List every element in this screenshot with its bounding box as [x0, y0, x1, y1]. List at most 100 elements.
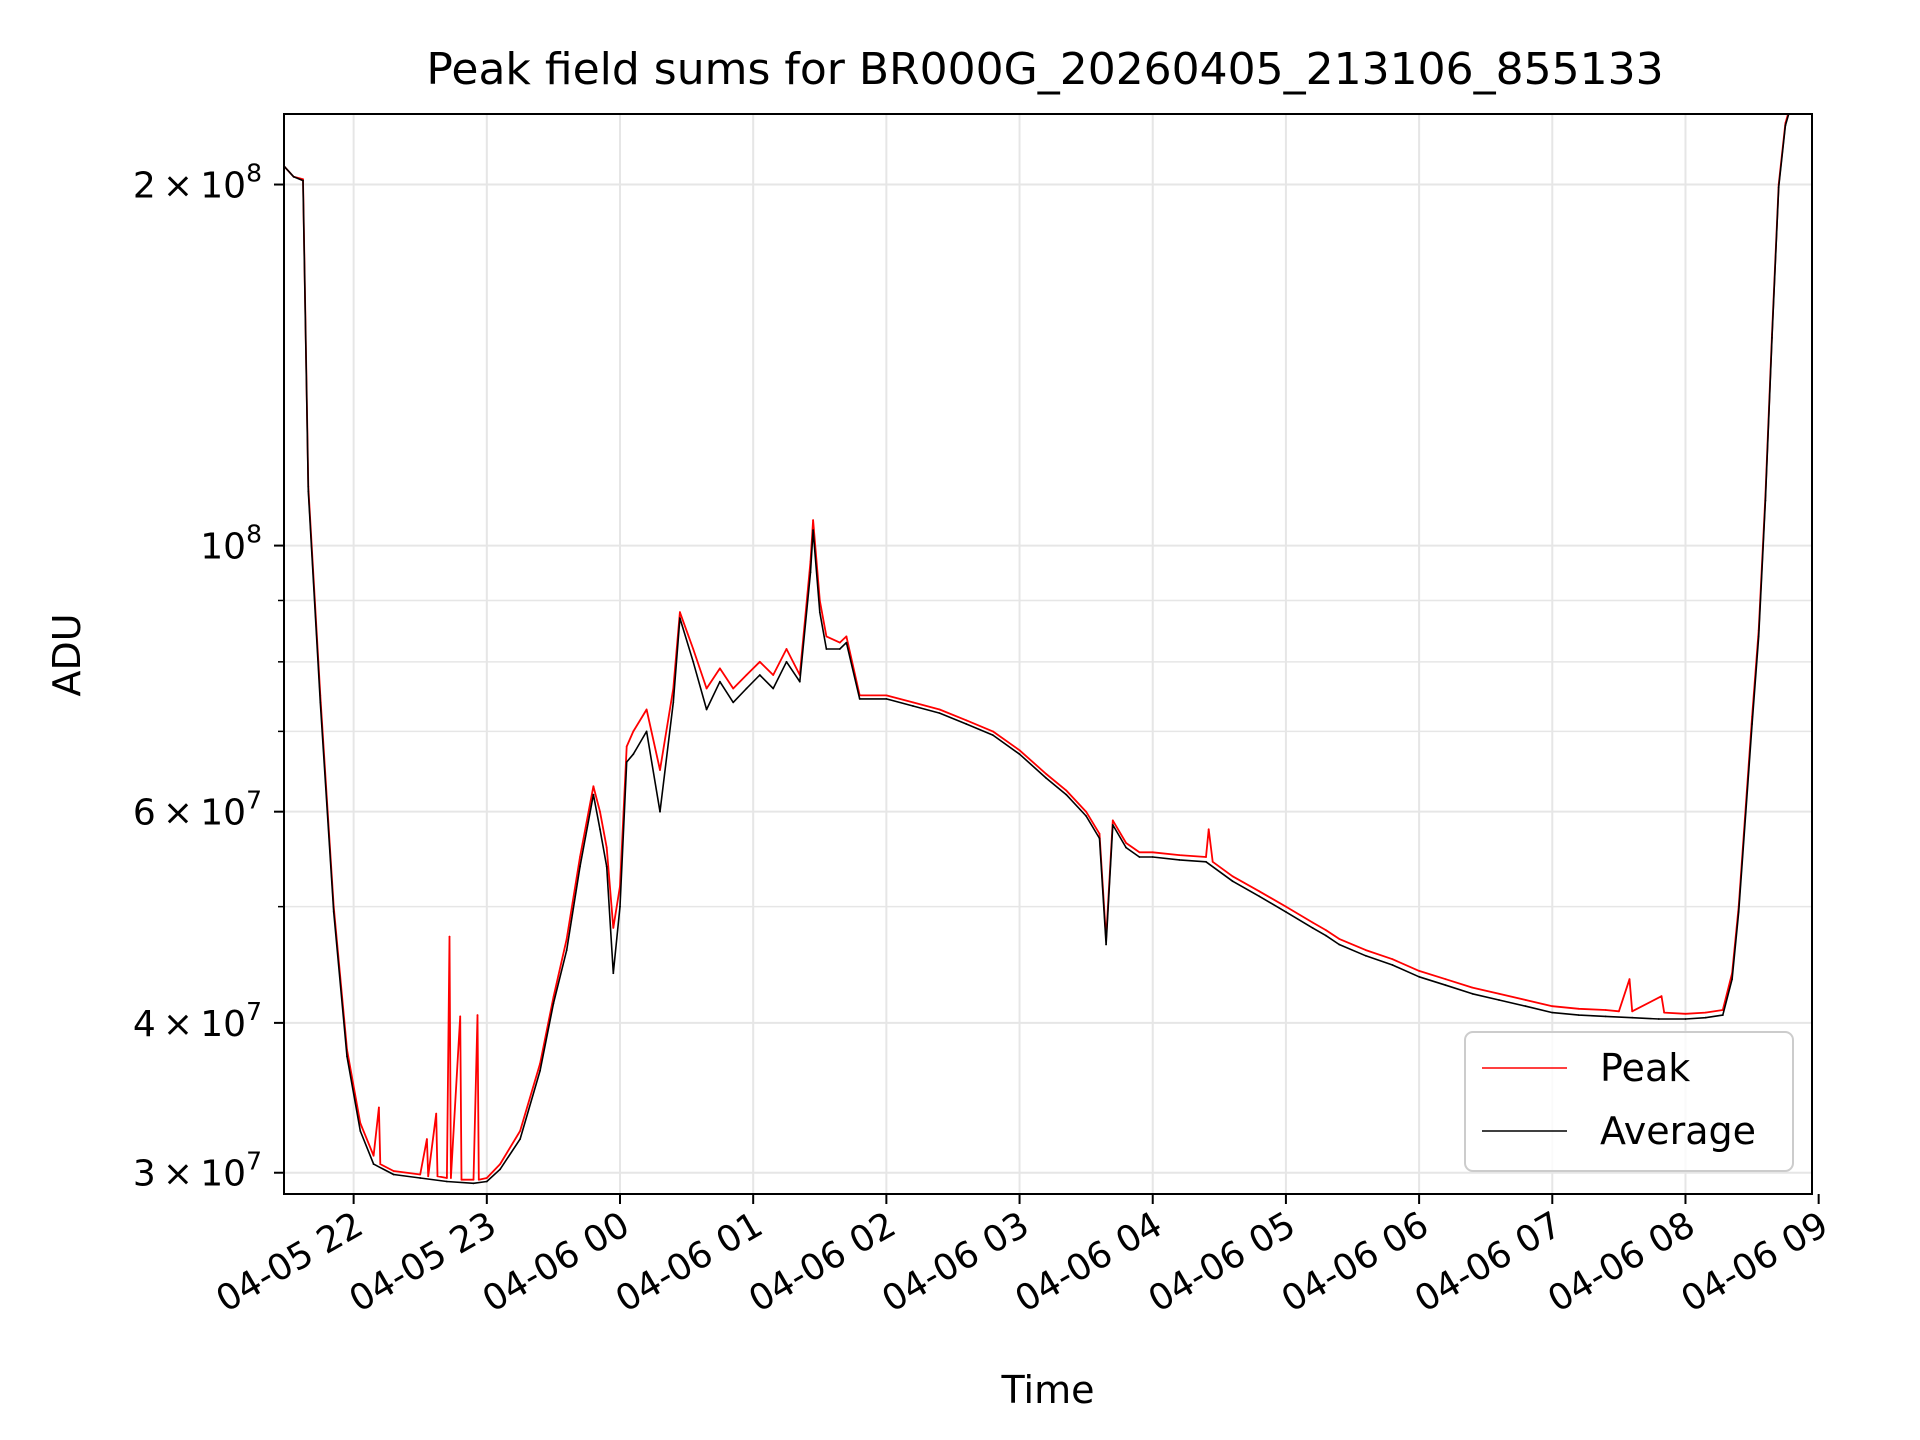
data-point-average	[485, 1180, 488, 1183]
data-point-peak	[1498, 992, 1500, 995]
data-point-peak	[1578, 1007, 1580, 1010]
data-point-average	[319, 701, 322, 704]
data-point-peak	[450, 1177, 452, 1179]
data-point-average	[705, 708, 708, 711]
data-point-average	[1524, 1005, 1527, 1008]
data-point-peak	[1138, 851, 1141, 854]
data-point-peak	[632, 730, 635, 733]
data-point-average	[392, 1173, 395, 1176]
data-point-average	[592, 793, 595, 796]
data-point-peak	[1258, 890, 1261, 893]
data-point-peak	[435, 1112, 438, 1115]
data-point-peak	[772, 674, 775, 676]
data-point-peak	[645, 708, 648, 711]
data-point-average	[302, 179, 304, 182]
data-point-peak	[476, 1014, 479, 1016]
data-point-peak	[539, 1062, 541, 1065]
data-point-average	[732, 701, 735, 704]
data-point-average	[1657, 1018, 1660, 1020]
data-point-peak	[392, 1170, 395, 1172]
y-axis-label: ADU	[45, 613, 89, 696]
data-point-average	[605, 865, 608, 868]
data-point-average	[1205, 860, 1207, 863]
data-point-average	[1065, 793, 1068, 796]
data-point-average	[1551, 1011, 1554, 1014]
data-point-peak	[446, 1177, 448, 1179]
data-point-peak	[1704, 1011, 1707, 1014]
plot-area	[284, 114, 1812, 1194]
data-point-peak	[1111, 819, 1114, 822]
plot-frame	[283, 113, 1813, 1195]
data-point-average	[965, 723, 968, 725]
data-point-peak	[1444, 978, 1447, 981]
data-point-peak	[612, 927, 615, 929]
data-point-average	[745, 687, 748, 690]
data-point-average	[1757, 635, 1760, 638]
data-point-peak	[1045, 773, 1048, 775]
data-point-peak	[605, 846, 608, 849]
legend: Peak Average	[1464, 1031, 1794, 1172]
y-tick-label: 4 × 107	[133, 997, 262, 1045]
data-point-peak	[1660, 995, 1663, 998]
data-point-peak	[460, 1178, 463, 1181]
y-tick-label: 108	[200, 520, 262, 568]
data-point-peak	[1391, 958, 1394, 961]
data-point-average	[539, 1069, 541, 1072]
x-axis-label: Time	[1001, 1368, 1095, 1412]
data-point-average	[1231, 880, 1234, 883]
legend-peak-label: Peak	[1600, 1046, 1690, 1090]
data-point-peak	[1628, 978, 1631, 981]
data-point-average	[1285, 911, 1287, 913]
data-point-average	[692, 660, 695, 663]
data-point-average	[599, 828, 601, 831]
data-point-average	[1018, 753, 1021, 756]
data-point-average	[679, 617, 681, 619]
data-point-peak	[1065, 789, 1068, 792]
data-point-average	[472, 1182, 475, 1185]
data-point-average	[1138, 856, 1141, 858]
grid	[284, 114, 1812, 1194]
data-point-peak	[1207, 828, 1210, 831]
legend-average-label: Average	[1600, 1109, 1756, 1153]
data-point-average	[645, 730, 648, 733]
data-point-average	[1178, 859, 1181, 861]
data-point-peak	[912, 701, 914, 704]
data-point-average	[1631, 1016, 1634, 1019]
data-point-average	[1704, 1016, 1707, 1019]
data-point-average	[446, 1180, 448, 1183]
data-point-average	[672, 701, 675, 704]
data-point-peak	[1205, 856, 1207, 858]
data-point-peak	[459, 1015, 462, 1018]
series-group	[284, 114, 1790, 1185]
legend-box	[1464, 1031, 1794, 1172]
data-point-average	[1764, 499, 1767, 502]
data-point-peak	[579, 856, 581, 858]
data-point-average	[758, 674, 761, 676]
data-point-average	[1045, 777, 1048, 779]
data-point-peak	[426, 1138, 428, 1140]
y-tick-label: 3 × 107	[133, 1147, 262, 1195]
data-point-average	[1498, 999, 1500, 1001]
data-point-average	[372, 1163, 375, 1165]
data-point-average	[499, 1168, 501, 1171]
data-point-peak	[719, 667, 721, 670]
data-point-peak	[1098, 832, 1101, 835]
data-point-peak	[436, 1175, 439, 1178]
data-point-average	[1098, 837, 1101, 840]
data-point-average	[1604, 1015, 1607, 1018]
data-point-average	[809, 571, 812, 574]
y-tick-label: 2 × 108	[133, 159, 262, 207]
data-point-average	[1784, 124, 1787, 127]
data-point-peak	[885, 694, 888, 697]
data-point-peak	[1663, 1011, 1666, 1014]
data-point-peak	[1178, 854, 1181, 856]
data-point-average	[812, 529, 814, 532]
data-point-peak	[1151, 851, 1154, 854]
data-point-average	[612, 972, 615, 975]
data-point-average	[858, 698, 861, 700]
data-point-average	[1258, 895, 1261, 898]
data-point-peak	[992, 730, 994, 733]
data-point-peak	[592, 785, 595, 788]
data-point-peak	[659, 769, 661, 771]
data-point-average	[565, 949, 568, 951]
